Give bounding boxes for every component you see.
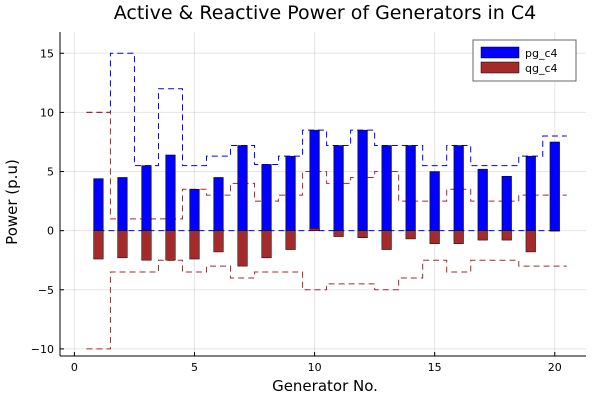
limit-lines [86, 52, 567, 350]
pg-bar [525, 155, 536, 231]
pg-bar [453, 145, 464, 231]
pg-bar [93, 178, 104, 231]
qg-bar [309, 228, 320, 231]
plot-frame [59, 32, 586, 357]
qg-bar [453, 230, 464, 244]
qg-bar [357, 230, 368, 239]
qg-bar [189, 230, 200, 260]
y-tick-label: −5 [38, 284, 54, 297]
qg-bar [549, 230, 560, 232]
x-tick-label: 5 [191, 361, 198, 374]
qg-bar [93, 230, 104, 260]
y-axis-label: Power (p.u) [3, 159, 21, 245]
qg-bar [237, 230, 248, 267]
x-tick-label: 15 [428, 361, 442, 374]
pg-bar [165, 154, 176, 231]
legend-label: qg_c4 [525, 62, 558, 75]
bars [93, 129, 560, 267]
pg-bar [333, 145, 344, 231]
y-tick-label: 10 [40, 106, 54, 119]
x-tick-label: 10 [308, 361, 322, 374]
legend-swatch [480, 61, 520, 74]
qg-bar [141, 230, 152, 261]
pg-bar [549, 141, 560, 231]
legend: pg_c4 qg_c4 [472, 39, 577, 82]
x-tick-label: 20 [548, 361, 562, 374]
pg-bar [381, 145, 392, 231]
pg-bar [429, 171, 440, 231]
pg-bar [189, 189, 200, 231]
qg-bar [213, 230, 224, 253]
y-tick-label: 0 [47, 225, 54, 238]
pg-upper-limit-line [86, 52, 567, 167]
pg-bar [477, 168, 488, 231]
x-tick-label: 0 [71, 361, 78, 374]
qg-bar [117, 230, 128, 259]
qg-lower-limit-line [86, 259, 567, 350]
legend-swatch [480, 46, 520, 59]
qg-bar [525, 230, 536, 253]
qg-bar [501, 230, 512, 241]
y-tick-label: 5 [47, 166, 54, 179]
y-tick-label: −10 [31, 343, 54, 356]
pg-bar [309, 129, 320, 231]
pg-bar [213, 177, 224, 231]
pg-bar [237, 145, 248, 231]
pg-bar [501, 176, 512, 231]
x-ticks: 0 5 10 15 20 [71, 352, 562, 374]
qg-bar [333, 230, 344, 237]
qg-upper-limit-line [86, 111, 567, 220]
pg-bar [285, 155, 296, 231]
y-tick-label: 15 [40, 47, 54, 60]
qg-bar [405, 230, 416, 240]
pg-bar [117, 177, 128, 231]
pg-bar [261, 164, 272, 231]
pg-bar [357, 129, 368, 231]
legend-label: pg_c4 [525, 47, 558, 60]
x-axis-label: Generator No. [272, 377, 378, 395]
pg-bar [141, 165, 152, 231]
y-ticks: −10 −5 0 5 10 15 [31, 47, 64, 356]
qg-bar [477, 230, 488, 241]
qg-bar [285, 230, 296, 250]
pg-bar [405, 145, 416, 231]
chart-title: Active & Reactive Power of Generators in… [114, 2, 536, 24]
qg-bar [165, 230, 176, 261]
qg-bar [261, 230, 272, 259]
qg-bar [429, 230, 440, 244]
qg-bar [381, 230, 392, 250]
